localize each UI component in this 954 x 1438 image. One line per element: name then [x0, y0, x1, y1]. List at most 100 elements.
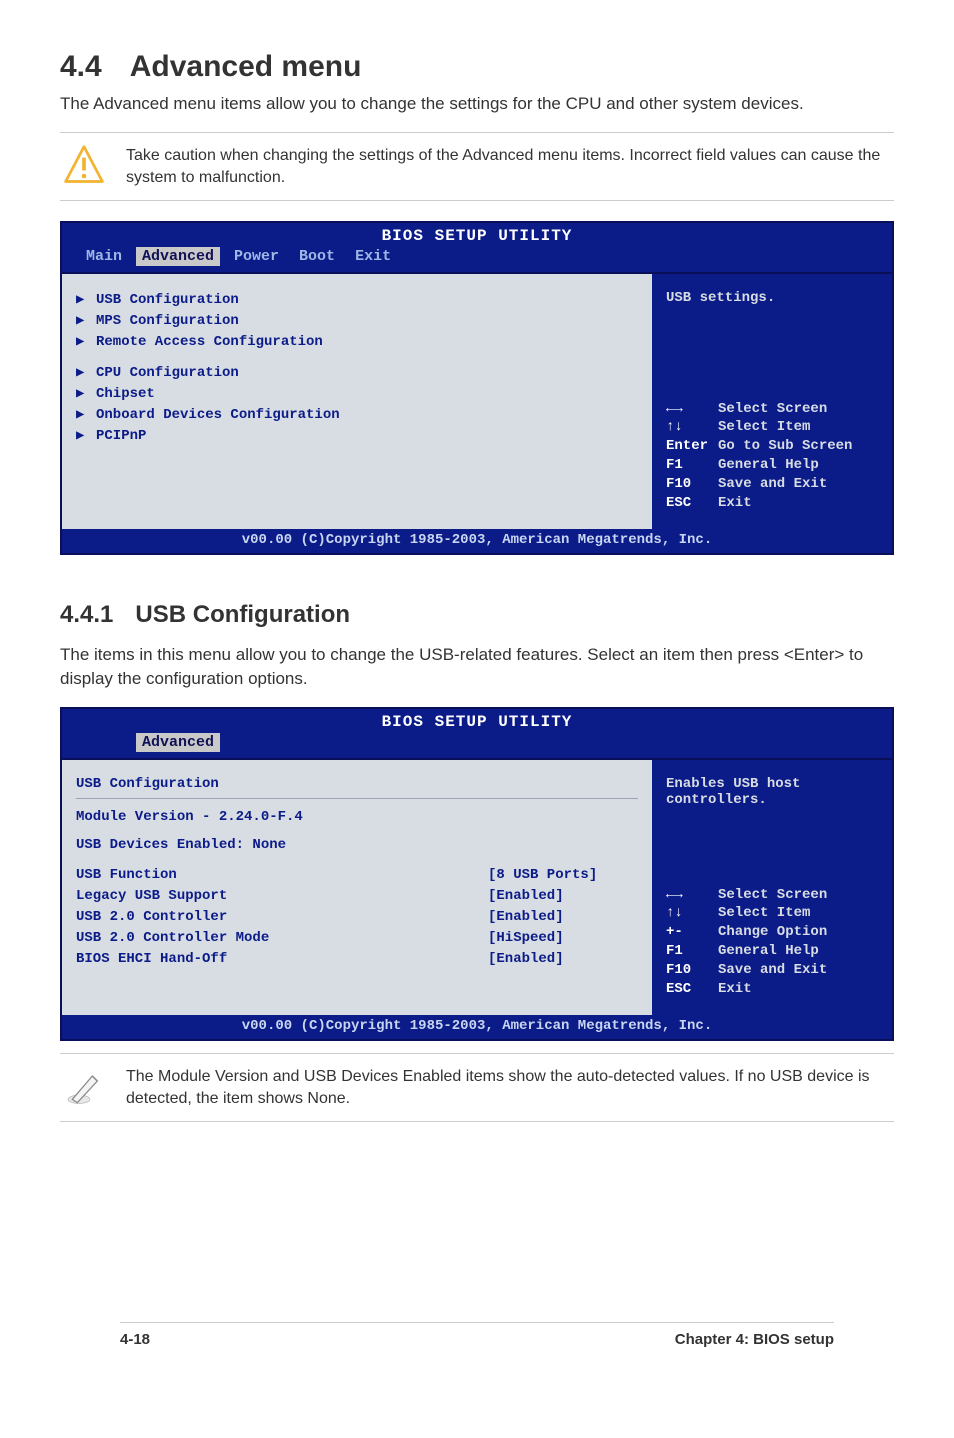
setting-row[interactable]: Legacy USB Support[Enabled] — [76, 886, 638, 907]
menu-label: MPS Configuration — [96, 311, 239, 332]
tab-power[interactable]: Power — [228, 247, 285, 266]
menu-label: Onboard Devices Configuration — [96, 405, 340, 426]
caution-callout: Take caution when changing the settings … — [60, 132, 894, 201]
key-desc: Select Item — [718, 905, 810, 921]
bios-help-panel: Enables USB host controllers. ←→Select S… — [652, 760, 892, 1015]
key-desc: Save and Exit — [718, 476, 827, 492]
key: F10 — [666, 961, 718, 980]
menu-label: Chipset — [96, 384, 155, 405]
key-hint: EnterGo to Sub Screen — [666, 437, 878, 456]
tab-advanced[interactable]: Advanced — [136, 733, 220, 752]
chapter-label: Chapter 4: BIOS setup — [675, 1331, 834, 1348]
setting-label: USB 2.0 Controller — [76, 907, 488, 928]
caution-text: Take caution when changing the settings … — [126, 143, 892, 190]
subsection-title: USB Configuration — [135, 601, 350, 628]
key-hint: ESCExit — [666, 980, 878, 999]
bios-copyright: v00.00 (C)Copyright 1985-2003, American … — [62, 1015, 892, 1039]
key-hint: F10Save and Exit — [666, 475, 878, 494]
arrow-icon: ▶ — [76, 426, 88, 447]
setting-label: Legacy USB Support — [76, 886, 488, 907]
menu-label: CPU Configuration — [96, 363, 239, 384]
tab-main[interactable]: Main — [80, 247, 128, 266]
bios-title: BIOS SETUP UTILITY — [62, 709, 892, 731]
key-desc: Exit — [718, 981, 752, 997]
key-desc: General Help — [718, 943, 819, 959]
bios-help-text: Enables USB host controllers. — [666, 776, 878, 808]
tab-advanced[interactable]: Advanced — [136, 247, 220, 266]
bios-help-panel: USB settings. ←→Select Screen ↑↓Select I… — [652, 274, 892, 529]
bios-menu-item[interactable]: ▶PCIPnP — [76, 426, 638, 447]
bios-keys: ←→Select Screen ↑↓Select Item +-Change O… — [666, 886, 878, 999]
key: ↑↓ — [666, 904, 718, 923]
page-footer: 4-18 Chapter 4: BIOS setup — [120, 1322, 834, 1348]
key: ←→ — [666, 400, 718, 419]
spacer — [76, 853, 638, 865]
key: F1 — [666, 456, 718, 475]
bios-menu-item[interactable]: ▶Onboard Devices Configuration — [76, 405, 638, 426]
bios-copyright: v00.00 (C)Copyright 1985-2003, American … — [62, 529, 892, 553]
key-hint: ←→Select Screen — [666, 400, 878, 419]
key-desc: Change Option — [718, 924, 827, 940]
key-desc: Save and Exit — [718, 962, 827, 978]
key: F1 — [666, 942, 718, 961]
bios-body: USB Configuration Module Version - 2.24.… — [62, 758, 892, 1015]
spacer — [76, 353, 638, 363]
key: ←→ — [666, 886, 718, 905]
key-desc: Exit — [718, 495, 752, 511]
bios-window-usb: BIOS SETUP UTILITY Main Advanced USB Con… — [60, 707, 894, 1041]
key-hint: ↑↓Select Item — [666, 904, 878, 923]
bios-menubar: Main Advanced Power Boot Exit — [62, 245, 892, 272]
key-hint: ←→Select Screen — [666, 886, 878, 905]
section-heading: 4.4Advanced menu — [60, 50, 894, 84]
subsection-heading: 4.4.1 USB Configuration — [60, 601, 894, 629]
menu-label: USB Configuration — [96, 290, 239, 311]
bios-menu-item[interactable]: ▶ USB Configuration — [76, 290, 638, 311]
key-hint: +-Change Option — [666, 923, 878, 942]
setting-label: BIOS EHCI Hand-Off — [76, 949, 488, 970]
key-desc: Select Screen — [718, 887, 827, 903]
key-hint: F1General Help — [666, 456, 878, 475]
key: ESC — [666, 494, 718, 513]
bios-body: ▶USB Configuration ▶MPS Configuration ▶R… — [62, 272, 892, 529]
bios-menubar: Main Advanced — [62, 731, 892, 758]
tab-boot[interactable]: Boot — [293, 247, 341, 266]
key-hint: ↑↓Select Item — [666, 418, 878, 437]
arrow-icon: ▶ — [76, 311, 88, 332]
arrow-icon: ▶ — [76, 384, 88, 405]
key-hint: F10Save and Exit — [666, 961, 878, 980]
page-number: 4-18 — [120, 1331, 150, 1348]
setting-value: [Enabled] — [488, 886, 638, 907]
bios-menu-item[interactable]: ▶CPU Configuration — [76, 363, 638, 384]
setting-value: [Enabled] — [488, 949, 638, 970]
bios-help-text: USB settings. — [666, 290, 878, 306]
subsection-intro: The items in this menu allow you to chan… — [60, 643, 894, 691]
note-callout: The Module Version and USB Devices Enabl… — [60, 1053, 894, 1122]
menu-label: Remote Access Configuration — [96, 332, 323, 353]
bios-menu-item[interactable]: ▶ MPS Configuration — [76, 311, 638, 332]
key: +- — [666, 923, 718, 942]
key: ↑↓ — [666, 418, 718, 437]
bios-title: BIOS SETUP UTILITY — [62, 223, 892, 245]
setting-row[interactable]: USB 2.0 Controller[Enabled] — [76, 907, 638, 928]
key-desc: Go to Sub Screen — [718, 438, 852, 454]
bios-keys: ←→Select Screen ↑↓Select Item EnterGo to… — [666, 400, 878, 513]
key: F10 — [666, 475, 718, 494]
bios-window-advanced: BIOS SETUP UTILITY Main Advanced Power B… — [60, 221, 894, 555]
setting-row[interactable]: USB 2.0 Controller Mode[HiSpeed] — [76, 928, 638, 949]
subsection-number: 4.4.1 — [60, 601, 113, 628]
setting-row[interactable]: BIOS EHCI Hand-Off[Enabled] — [76, 949, 638, 970]
key-desc: Select Screen — [718, 401, 827, 417]
setting-value: [Enabled] — [488, 907, 638, 928]
arrow-icon: ▶ — [76, 290, 88, 311]
setting-label: USB Function — [76, 865, 488, 886]
bios-menu-item[interactable]: ▶Remote Access Configuration — [76, 332, 638, 353]
tab-exit[interactable]: Exit — [349, 247, 397, 266]
bios-menu-item[interactable]: ▶ Chipset — [76, 384, 638, 405]
info-line: USB Devices Enabled: None — [76, 837, 638, 853]
key-desc: Select Item — [718, 419, 810, 435]
key-hint: ESCExit — [666, 494, 878, 513]
setting-row[interactable]: USB Function[8 USB Ports] — [76, 865, 638, 886]
section-title: Advanced menu — [130, 50, 362, 83]
caution-icon — [62, 143, 106, 187]
setting-value: [8 USB Ports] — [488, 865, 638, 886]
